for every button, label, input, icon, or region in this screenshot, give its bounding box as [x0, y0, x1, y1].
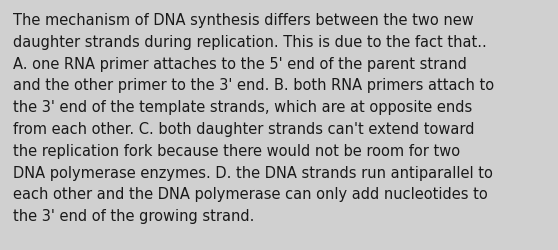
Text: DNA polymerase enzymes. D. the DNA strands run antiparallel to: DNA polymerase enzymes. D. the DNA stran… [13, 165, 493, 180]
Text: A. one RNA primer attaches to the 5' end of the parent strand: A. one RNA primer attaches to the 5' end… [13, 56, 467, 71]
Text: the 3' end of the growing strand.: the 3' end of the growing strand. [13, 208, 254, 223]
Text: each other and the DNA polymerase can only add nucleotides to: each other and the DNA polymerase can on… [13, 187, 488, 202]
Text: the 3' end of the template strands, which are at opposite ends: the 3' end of the template strands, whic… [13, 100, 472, 115]
Text: The mechanism of DNA synthesis differs between the two new: The mechanism of DNA synthesis differs b… [13, 13, 474, 28]
Text: from each other. C. both daughter strands can't extend toward: from each other. C. both daughter strand… [13, 122, 474, 136]
Text: and the other primer to the 3' end. B. both RNA primers attach to: and the other primer to the 3' end. B. b… [13, 78, 494, 93]
Text: daughter strands during replication. This is due to the fact that..: daughter strands during replication. Thi… [13, 35, 487, 50]
Text: the replication fork because there would not be room for two: the replication fork because there would… [13, 143, 460, 158]
